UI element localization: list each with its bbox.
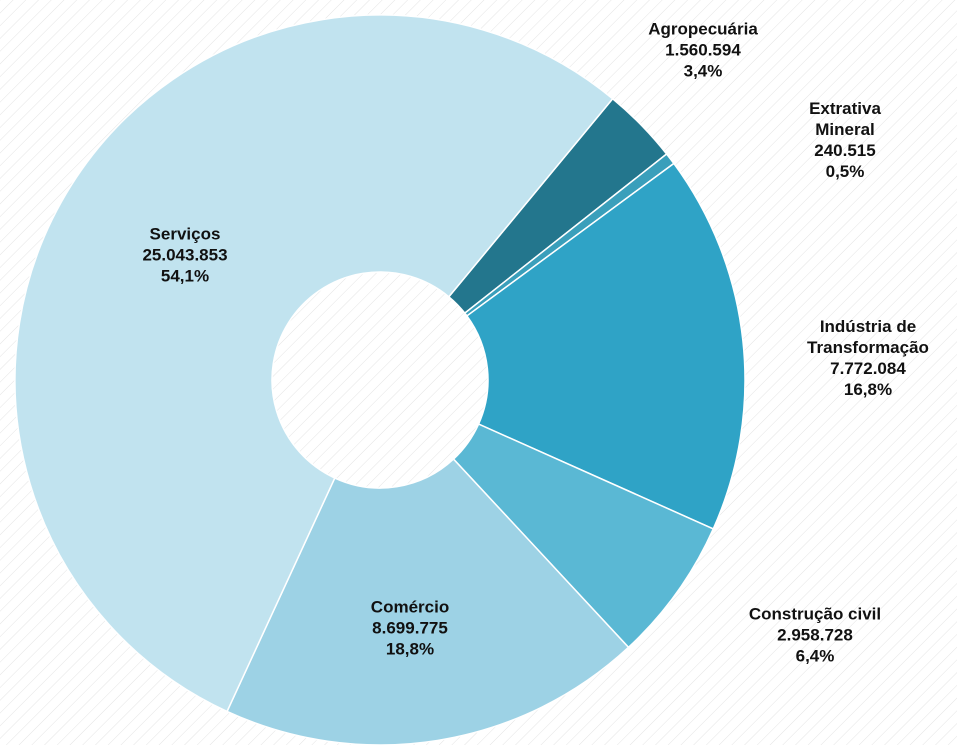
label-line: 25.043.853: [142, 245, 228, 265]
label-line: 8.699.775: [372, 618, 448, 638]
label-line: 2.958.728: [777, 625, 853, 645]
label-line: 240.515: [814, 141, 876, 160]
label-line: Construção civil: [748, 604, 882, 624]
slice-label: Comércio 8.699.775 18,8%: [371, 597, 449, 660]
slice: [226, 458, 630, 745]
label-line: 3,4%: [683, 61, 723, 81]
slice-label: Indústria de Transformação 7.772.084 16,8%: [781, 316, 956, 400]
slice: [465, 162, 746, 530]
label-line: 7.772.084: [830, 359, 906, 378]
slice-label: Extrativa Mineral 240.515 0,5%: [789, 98, 901, 182]
slice-label: Agropecuária 1.560.594 3,4%: [648, 19, 758, 82]
label-line: 6,4%: [795, 646, 835, 666]
label-line: Indústria de Transformação: [807, 317, 929, 357]
label-line: Serviços: [149, 224, 221, 244]
label-line: 54,1%: [160, 266, 210, 286]
label-line: Agropecuária: [648, 19, 758, 39]
label-line: 16,8%: [843, 380, 893, 399]
slice: [14, 14, 614, 713]
label-line: Comércio: [370, 597, 450, 617]
slice-label: Serviços 25.043.853 54,1%: [142, 224, 227, 287]
label-line: 0,5%: [825, 162, 865, 181]
label-line: 18,8%: [385, 639, 435, 659]
label-line: Extrativa Mineral: [809, 99, 881, 139]
label-line: 1.560.594: [665, 40, 741, 60]
slice-label: Construção civil 2.958.728 6,4%: [749, 604, 881, 667]
